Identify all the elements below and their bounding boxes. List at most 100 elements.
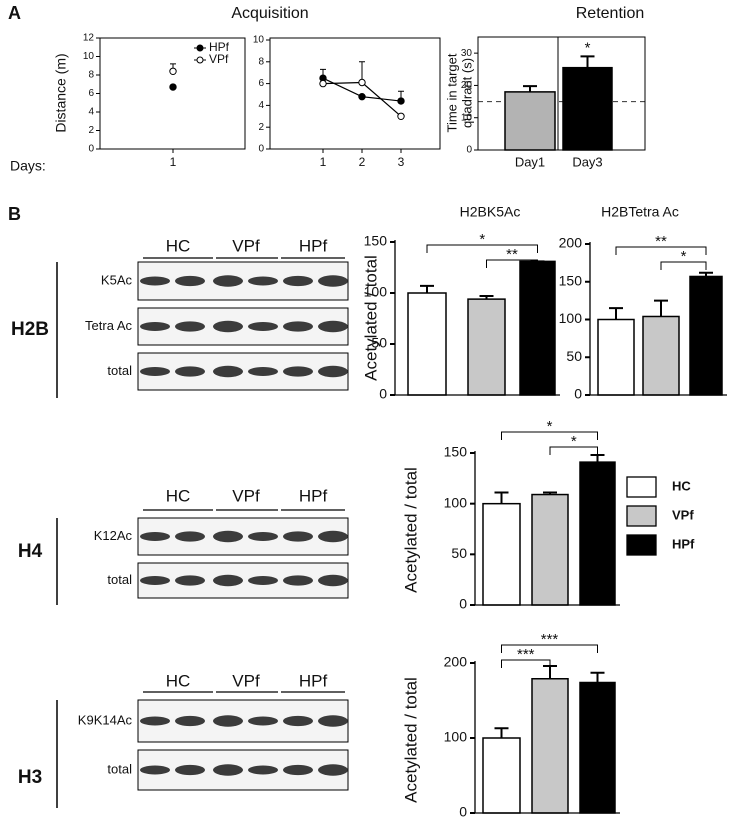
- error-bar: [590, 671, 605, 683]
- y-tick-label: 10: [461, 112, 473, 123]
- significance-label: ***: [517, 646, 535, 663]
- bar: [504, 91, 556, 151]
- y-tick-label: 30: [461, 48, 473, 59]
- legend-marker: [196, 56, 204, 64]
- x-tick-label: 1: [170, 155, 177, 169]
- band: [140, 576, 170, 585]
- band: [140, 322, 170, 331]
- bar: [597, 318, 635, 396]
- y-tick-label: 4: [258, 100, 264, 111]
- bar: [467, 298, 506, 396]
- legend-label: HPf: [209, 40, 230, 54]
- band: [318, 764, 348, 776]
- row-label: total: [107, 363, 132, 378]
- group-label: HPf: [299, 486, 328, 505]
- error-bar: [580, 55, 595, 68]
- band: [175, 715, 205, 727]
- band: [248, 765, 278, 775]
- group-label: HC: [166, 671, 191, 690]
- y-axis-label: Time in target: [444, 53, 459, 132]
- y-tick-label: 10: [253, 35, 265, 46]
- row-label: total: [107, 572, 132, 587]
- y-tick-label: 0: [88, 144, 94, 155]
- y-tick-label: 200: [559, 235, 583, 251]
- group-label: HPf: [299, 671, 328, 690]
- band: [248, 367, 278, 376]
- x-tick-label: Day3: [572, 154, 602, 169]
- y-tick-label: 20: [461, 80, 473, 91]
- histone-label: H2B: [11, 319, 49, 340]
- y-axis-label: Acetylated / total: [401, 467, 420, 593]
- panel-label: B: [8, 204, 21, 224]
- x-tick-label: Day1: [515, 154, 545, 169]
- x-tick-label: 2: [359, 155, 366, 169]
- bar: [642, 315, 680, 396]
- legend-label: VPf: [672, 507, 694, 522]
- group-label: VPf: [232, 486, 260, 505]
- band: [213, 530, 243, 543]
- histone-label: H3: [18, 767, 42, 788]
- group-label: VPf: [232, 671, 260, 690]
- panel-label: A: [8, 3, 21, 23]
- error-bar: [609, 307, 623, 320]
- chart-title: H2BTetra Ac: [601, 204, 679, 220]
- bar: [482, 737, 521, 814]
- band: [283, 531, 313, 542]
- plot-frame: [269, 37, 441, 150]
- y-tick-label: 100: [364, 284, 388, 300]
- significance-label: *: [479, 231, 485, 248]
- significance-bracket: [615, 246, 707, 255]
- band: [213, 574, 243, 587]
- band: [248, 532, 278, 541]
- significance-bracket: [501, 431, 598, 440]
- band: [283, 715, 313, 727]
- band: [318, 530, 348, 543]
- y-tick-label: 0: [466, 145, 472, 156]
- legend-swatch: [626, 534, 657, 556]
- legend-marker: [196, 44, 204, 52]
- row-label: Tetra Ac: [85, 318, 132, 333]
- y-tick-label: 100: [444, 729, 468, 745]
- y-tick-label: 2: [258, 122, 264, 133]
- legend-label: HPf: [672, 536, 695, 551]
- significance-bracket: [486, 259, 538, 268]
- significance-label: *: [571, 433, 577, 450]
- y-tick-label: 10: [83, 51, 95, 62]
- band: [140, 532, 170, 541]
- bar: [579, 681, 616, 814]
- y-tick-label: 6: [88, 88, 94, 99]
- y-axis-label: Acetylated / total: [361, 255, 380, 381]
- marker: [169, 83, 177, 91]
- band: [213, 320, 243, 333]
- band: [213, 365, 243, 378]
- bar: [407, 292, 447, 396]
- histone-label: H4: [18, 541, 43, 562]
- row-label: total: [107, 761, 132, 776]
- band: [283, 275, 313, 287]
- legend-swatch: [626, 505, 657, 527]
- y-tick-label: 8: [258, 56, 264, 67]
- bar: [689, 275, 723, 396]
- band: [248, 322, 278, 331]
- marker: [319, 79, 327, 88]
- significance-label: ***: [541, 631, 559, 648]
- significance-bracket: [501, 659, 551, 668]
- band: [283, 764, 313, 776]
- band: [248, 276, 278, 286]
- y-tick-label: 50: [566, 348, 582, 364]
- significance-label: **: [506, 246, 518, 263]
- y-tick-label: 50: [371, 335, 387, 351]
- legend-label: HC: [672, 478, 691, 493]
- error-bar: [523, 85, 537, 92]
- y-axis-label: quadrant (s): [459, 58, 474, 128]
- error-bar: [420, 284, 434, 293]
- row-label: K12Ac: [94, 528, 133, 543]
- band: [175, 531, 205, 542]
- band: [140, 765, 170, 775]
- x-tick-label: 1: [320, 155, 327, 169]
- group-label: HPf: [299, 236, 328, 255]
- band: [175, 764, 205, 776]
- bar: [519, 260, 556, 396]
- chart-title: H2BK5Ac: [460, 204, 521, 220]
